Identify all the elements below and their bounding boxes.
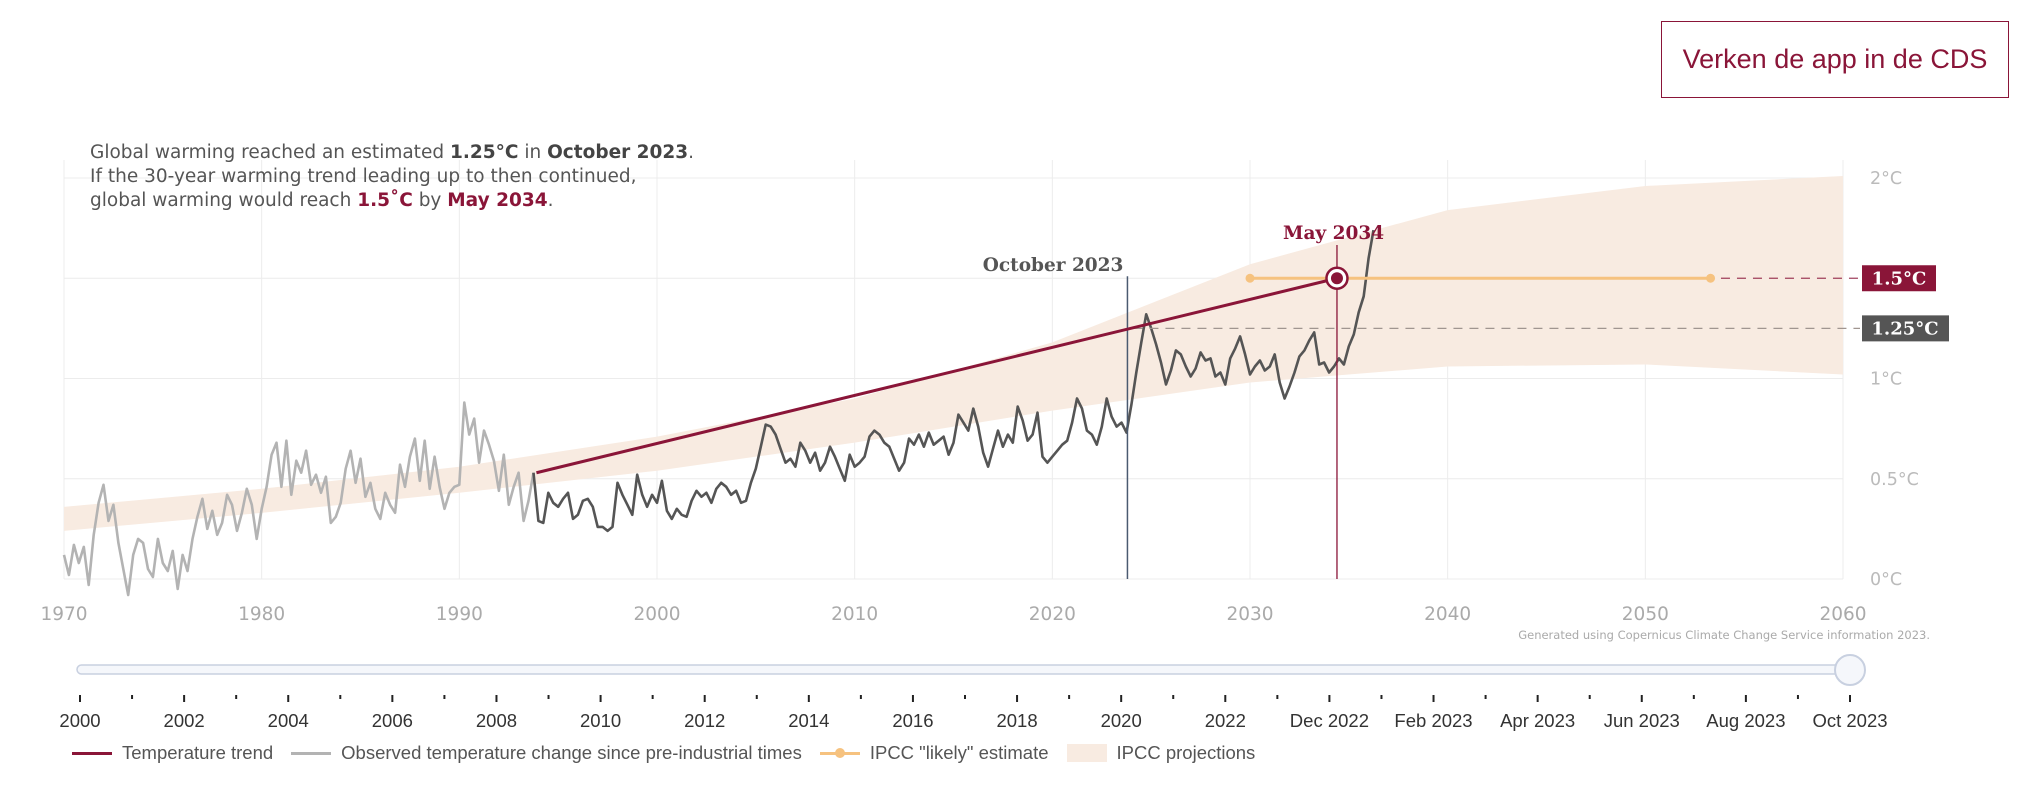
target-date-label: May 2034 — [1283, 223, 1384, 244]
x-tick-label: 1980 — [238, 604, 285, 625]
timeline-label: 2012 — [684, 710, 725, 731]
legend-label: Observed temperature change since pre-in… — [341, 742, 802, 763]
data-credit: Generated using Copernicus Climate Chang… — [1518, 628, 1930, 642]
timeline-label: Aug 2023 — [1706, 710, 1785, 731]
y-tick-label: 1°C — [1870, 370, 1902, 390]
summary-text-part: global warming would reach — [90, 190, 358, 211]
temperature-trend-line — [536, 276, 1338, 475]
legend-swatch-ipcc-projections — [1066, 744, 1107, 762]
legend-item-trend[interactable]: Temperature trend — [72, 742, 273, 764]
timeline-label: 2004 — [268, 710, 309, 731]
timeline-label: 2018 — [996, 710, 1037, 731]
legend-label: Temperature trend — [122, 742, 274, 763]
badge-target-bg — [1862, 265, 1936, 292]
x-tick-label: 2030 — [1226, 604, 1273, 625]
legend-swatch-observed — [291, 751, 332, 755]
timeline-label: 2022 — [1205, 710, 1246, 731]
x-tick-label: 2050 — [1622, 604, 1669, 625]
timeline-label: 2014 — [788, 710, 829, 731]
target-point — [1330, 272, 1343, 285]
observed-series-recent-line — [532, 229, 1375, 533]
summary-text: Global warming reached an estimated 1.25… — [90, 141, 694, 213]
timeline-label: 2010 — [580, 710, 621, 731]
timeline-label: 2020 — [1101, 710, 1142, 731]
current-date: October 2023 — [547, 142, 689, 163]
summary-text-part: by — [412, 190, 448, 211]
chart-legend: Temperature trend Observed temperature c… — [72, 742, 1273, 764]
legend-swatch-ipcc-likely — [819, 747, 860, 758]
timeline-slider[interactable]: 2000 2002 2004 2006 2008 2010 2012 2014 2016 2018… — [0, 650, 2030, 740]
summary-text-part: in — [518, 142, 548, 163]
summary-text-part: . — [547, 190, 554, 211]
observed-series-early-line — [62, 401, 535, 597]
timeline-track[interactable] — [76, 664, 1854, 675]
ipcc-projection-band — [64, 175, 1843, 531]
current-warming-value: 1.25°C — [449, 142, 519, 163]
legend-swatch-trend — [72, 751, 112, 755]
legend-item-observed[interactable]: Observed temperature change since pre-in… — [291, 742, 802, 764]
badge-target-value: 1.5°C — [1872, 268, 1927, 289]
timeline-label: 2006 — [372, 710, 413, 731]
timeline-label: 2016 — [892, 710, 933, 731]
legend-item-ipcc-likely[interactable]: IPCC "likely" estimate — [819, 742, 1049, 764]
ipcc-likely-point — [1706, 273, 1716, 283]
y-tick-label: 2°C — [1870, 169, 1902, 189]
x-tick-label: 2040 — [1424, 604, 1471, 625]
x-tick-label: 2010 — [831, 604, 878, 625]
legend-label: IPCC projections — [1116, 742, 1256, 763]
y-tick-label: 0°C — [1870, 570, 1902, 590]
badge-current-bg — [1862, 315, 1949, 342]
summary-line-2: If the 30-year warming trend leading up … — [90, 166, 637, 187]
timeline-label: 2008 — [476, 710, 517, 731]
badge-current-value: 1.25°C — [1871, 318, 1938, 339]
x-tick-label: 2000 — [633, 604, 680, 625]
target-warming-value: 1.5˚C — [357, 190, 413, 211]
legend-item-ipcc-projections[interactable]: IPCC projections — [1066, 742, 1256, 764]
x-tick-label: 2020 — [1029, 604, 1076, 625]
x-tick-label: 2060 — [1819, 604, 1866, 625]
timeline-label: Jun 2023 — [1604, 710, 1680, 731]
summary-text-part: Global warming reached an estimated — [90, 142, 450, 163]
timeline-label: 2002 — [164, 710, 205, 731]
timeline-label: 2000 — [59, 710, 100, 731]
warming-chart: 1970 1980 1990 2000 2010 2020 2030 2040 2050 2060… — [40, 160, 1949, 625]
summary-text-part: . — [688, 142, 695, 163]
ipcc-likely-point — [1245, 273, 1255, 283]
x-tick-label: 1990 — [436, 604, 483, 625]
legend-label: IPCC "likely" estimate — [869, 742, 1049, 763]
timeline-label: Oct 2023 — [1812, 710, 1887, 731]
legend-dot — [834, 747, 845, 758]
explore-app-button[interactable]: Verken de app in de CDS — [1661, 21, 2009, 98]
timeline-label: Dec 2022 — [1290, 710, 1369, 731]
target-date: May 2034 — [447, 190, 548, 211]
x-tick-label: 1970 — [40, 604, 87, 625]
y-tick-label: 0.5°C — [1870, 470, 1919, 490]
timeline-label: Apr 2023 — [1500, 710, 1575, 731]
current-date-label: October 2023 — [983, 255, 1124, 276]
timeline-label: Feb 2023 — [1394, 710, 1472, 731]
timeline-handle[interactable] — [1834, 654, 1866, 686]
